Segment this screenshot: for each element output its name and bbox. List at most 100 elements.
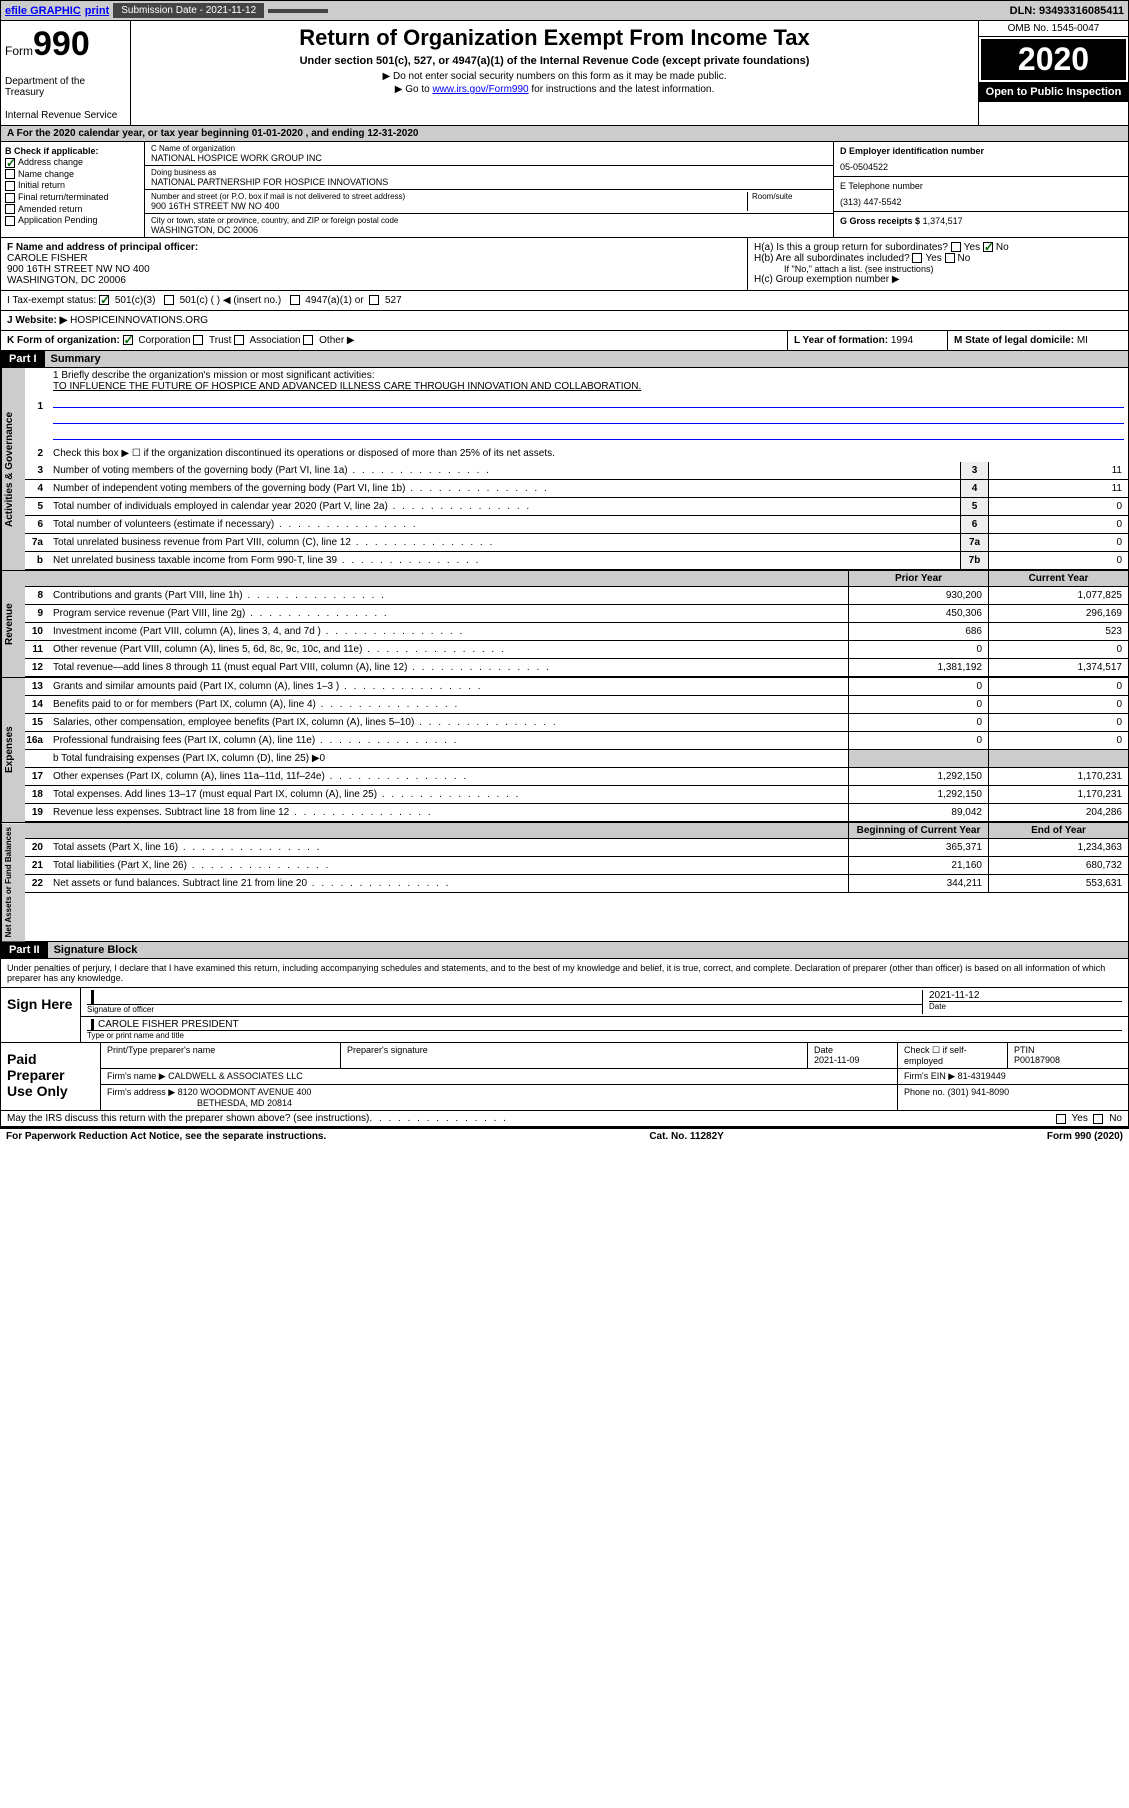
print-link[interactable]: print xyxy=(85,5,109,17)
checkbox-icon xyxy=(5,204,15,214)
chk-corp[interactable] xyxy=(123,335,133,345)
line-num: 11 xyxy=(25,644,49,655)
chk-501c[interactable] xyxy=(164,295,174,305)
current-year-value: 204,286 xyxy=(988,804,1128,821)
year-box: 2020 xyxy=(981,39,1126,80)
irs-link[interactable]: www.irs.gov/Form990 xyxy=(432,84,528,95)
sig-date-label: Date xyxy=(929,1001,1122,1011)
prior-year-value: 0 xyxy=(848,641,988,658)
prior-year-value: 450,306 xyxy=(848,605,988,622)
form-header: Form990 Department of the Treasury Inter… xyxy=(0,21,1129,126)
header-left: Form990 Department of the Treasury Inter… xyxy=(1,21,131,125)
line-text: Grants and similar amounts paid (Part IX… xyxy=(49,679,848,694)
expenses-section: Expenses 13 Grants and similar amounts p… xyxy=(0,677,1129,822)
chk-other[interactable] xyxy=(303,335,313,345)
hdr-prior-year: Prior Year xyxy=(848,571,988,586)
line-value: 11 xyxy=(988,480,1128,497)
line-num: 16a xyxy=(25,735,49,746)
opt-other: Other ▶ xyxy=(319,335,354,346)
paid-preparer-row: Paid Preparer Use Only Print/Type prepar… xyxy=(1,1042,1128,1110)
m-label: M State of legal domicile: xyxy=(954,335,1074,346)
ptin-label: PTIN xyxy=(1014,1045,1122,1055)
chk-initial-return[interactable]: Initial return xyxy=(5,180,140,191)
ha-text: H(a) Is this a group return for subordin… xyxy=(754,242,948,253)
ein-label: D Employer identification number xyxy=(840,146,1122,156)
line-16b-text: b Total fundraising expenses (Part IX, c… xyxy=(49,751,848,766)
chk-no[interactable] xyxy=(1093,1114,1103,1124)
chk-yes[interactable] xyxy=(1056,1114,1066,1124)
chk-yes[interactable] xyxy=(912,253,922,263)
signature-block: Under penalties of perjury, I declare th… xyxy=(0,959,1129,1127)
ha-row: H(a) Is this a group return for subordin… xyxy=(754,242,1122,253)
header-right: OMB No. 1545-0047 2020 Open to Public In… xyxy=(978,21,1128,125)
line-text: Total unrelated business revenue from Pa… xyxy=(49,535,960,550)
efile-link[interactable]: efile GRAPHIC xyxy=(5,5,81,17)
k-label: K Form of organization: xyxy=(7,335,120,346)
chk-yes[interactable] xyxy=(951,242,961,252)
line-text: Total expenses. Add lines 13–17 (must eq… xyxy=(49,787,848,802)
chk-no[interactable] xyxy=(983,242,993,252)
part2-badge: Part II xyxy=(1,942,48,958)
phone-value: (313) 447-5542 xyxy=(840,197,1122,207)
prior-year-value: 0 xyxy=(848,732,988,749)
line-text: Investment income (Part VIII, column (A)… xyxy=(49,624,848,639)
chk-trust[interactable] xyxy=(193,335,203,345)
discuss-yn: Yes No xyxy=(1056,1113,1122,1124)
hdr-current-year: Current Year xyxy=(988,571,1128,586)
line-22: 22 Net assets or fund balances. Subtract… xyxy=(25,875,1128,893)
line-num: 3 xyxy=(25,465,49,476)
chk-527[interactable] xyxy=(369,295,379,305)
blank-line xyxy=(53,426,1124,440)
chk-assoc[interactable] xyxy=(234,335,244,345)
line-text: Other revenue (Part VIII, column (A), li… xyxy=(49,642,848,657)
prior-year-value: 1,292,150 xyxy=(848,786,988,803)
line-3: 3 Number of voting members of the govern… xyxy=(25,462,1128,480)
line-num: b xyxy=(25,555,49,566)
prior-year-value: 365,371 xyxy=(848,839,988,856)
chk-label: Initial return xyxy=(18,180,65,190)
chk-app-pending[interactable]: Application Pending xyxy=(5,215,140,226)
current-year-value: 1,234,363 xyxy=(988,839,1128,856)
line-18: 18 Total expenses. Add lines 13–17 (must… xyxy=(25,786,1128,804)
note-post: for instructions and the latest informat… xyxy=(529,84,715,95)
chk-no[interactable] xyxy=(945,253,955,263)
form-number: Form990 xyxy=(5,25,126,64)
prep-sig-label: Preparer's signature xyxy=(341,1043,808,1068)
line-11: 11 Other revenue (Part VIII, column (A),… xyxy=(25,641,1128,659)
chk-501c3[interactable] xyxy=(99,295,109,305)
line-7a: 7a Total unrelated business revenue from… xyxy=(25,534,1128,552)
officer-addr1: 900 16TH STREET NW NO 400 xyxy=(7,264,741,275)
l-label: L Year of formation: xyxy=(794,335,888,346)
line-a-tax-year: A For the 2020 calendar year, or tax yea… xyxy=(0,126,1129,142)
chk-amended[interactable]: Amended return xyxy=(5,204,140,215)
chk-name-change[interactable]: Name change xyxy=(5,169,140,180)
line-6: 6 Total number of volunteers (estimate i… xyxy=(25,516,1128,534)
line-14: 14 Benefits paid to or for members (Part… xyxy=(25,696,1128,714)
open-public-badge: Open to Public Inspection xyxy=(979,82,1128,102)
line-num: 7a xyxy=(25,537,49,548)
shaded-cell xyxy=(848,750,988,767)
line-text: Total revenue—add lines 8 through 11 (mu… xyxy=(49,660,848,675)
discuss-row: May the IRS discuss this return with the… xyxy=(1,1110,1128,1126)
vlabel-revenue: Revenue xyxy=(1,571,25,677)
chk-final-return[interactable]: Final return/terminated xyxy=(5,192,140,203)
revenue-section: Revenue Prior Year Current Year 8 Contri… xyxy=(0,570,1129,677)
chk-label: Application Pending xyxy=(18,215,98,225)
firm-phone: (301) 941-8090 xyxy=(948,1087,1010,1097)
chk-4947[interactable] xyxy=(290,295,300,305)
prior-year-value: 21,160 xyxy=(848,857,988,874)
addr-label: Number and street (or P.O. box if mail i… xyxy=(151,192,747,201)
part2-header-row: Part II Signature Block xyxy=(0,942,1129,959)
dba-name: NATIONAL PARTNERSHIP FOR HOSPICE INNOVAT… xyxy=(151,177,827,187)
pra-notice: For Paperwork Reduction Act Notice, see … xyxy=(6,1131,326,1142)
current-year-value: 0 xyxy=(988,732,1128,749)
b-label: B Check if applicable: xyxy=(5,146,140,156)
prior-year-value: 0 xyxy=(848,714,988,731)
part1-header-row: Part I Summary xyxy=(0,351,1129,368)
blank-btn[interactable] xyxy=(268,9,328,13)
checkbox-icon xyxy=(5,216,15,226)
org-name-row: C Name of organization NATIONAL HOSPICE … xyxy=(145,142,833,166)
submission-date-btn[interactable]: Submission Date - 2021-11-12 xyxy=(113,3,264,18)
chk-address-change[interactable]: Address change xyxy=(5,157,140,168)
line-16a: 16a Professional fundraising fees (Part … xyxy=(25,732,1128,750)
